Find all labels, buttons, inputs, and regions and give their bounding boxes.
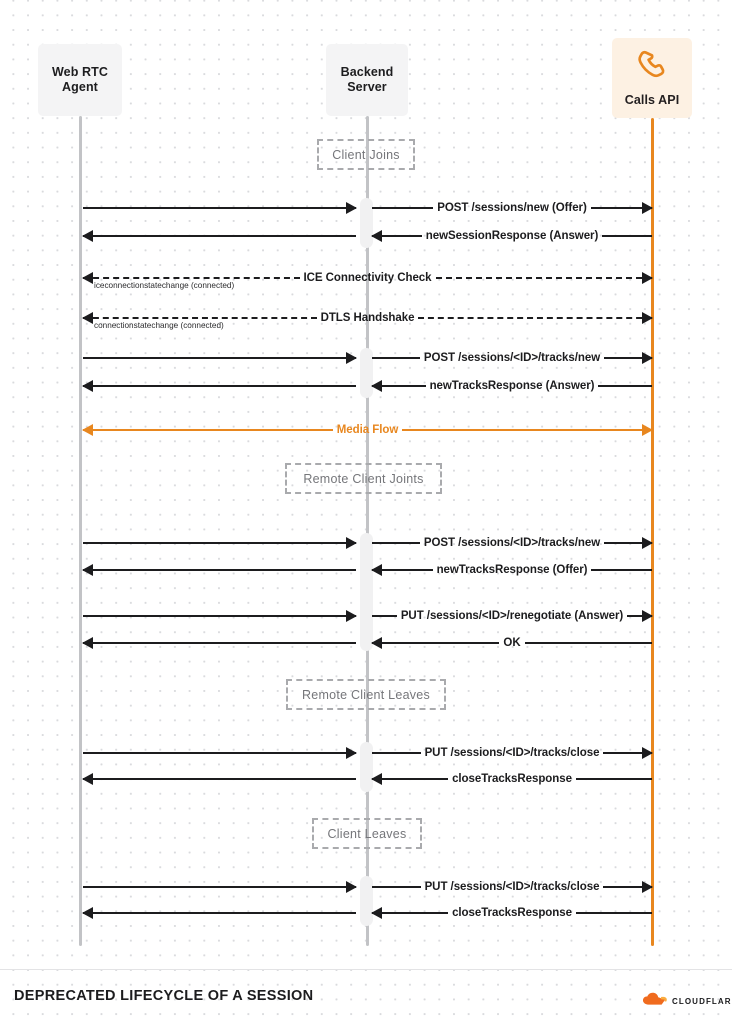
participant-web-rtc-agent: Web RTC Agent xyxy=(38,44,122,116)
participant-label: Backend Server xyxy=(340,65,394,94)
message-arrow: newTracksResponse (Answer) xyxy=(371,377,652,395)
activation-bar xyxy=(360,533,373,651)
message-label: PUT /sessions/<ID>/tracks/close xyxy=(424,747,600,759)
message-arrow xyxy=(82,770,356,788)
message-arrow: closeTracksResponse xyxy=(371,770,652,788)
message-label: PUT /sessions/<ID>/tracks/close xyxy=(424,881,600,893)
message-arrow xyxy=(83,534,357,552)
fragment-remote-client-joints: Remote Client Joints xyxy=(285,463,442,494)
message-arrow: POST /sessions/<ID>/tracks/new xyxy=(372,349,653,367)
message-label: newTracksResponse (Answer) xyxy=(429,380,595,392)
message-arrow: newSessionResponse (Answer) xyxy=(371,227,653,245)
participant-calls-api: Calls API xyxy=(612,38,692,118)
message-label: ICE Connectivity Check xyxy=(303,272,432,284)
message-arrow xyxy=(82,904,356,922)
fragment-label: Remote Client Leaves xyxy=(302,687,430,702)
message-label: DTLS Handshake xyxy=(320,312,415,324)
activation-bar xyxy=(360,348,373,398)
message-arrow xyxy=(82,377,356,395)
activation-bar xyxy=(360,876,373,926)
message-arrow xyxy=(83,744,357,762)
message-sub-note: connectionstatechange (connected) xyxy=(94,321,224,330)
message-sub-note: iceconnectionstatechange (connected) xyxy=(94,281,235,290)
activation-bar xyxy=(360,198,373,248)
message-arrow: POST /sessions/new (Offer) xyxy=(372,199,653,217)
message-label: newSessionResponse (Answer) xyxy=(425,230,599,242)
footer-divider xyxy=(0,969,732,970)
message-arrow xyxy=(82,561,356,579)
activation-bar xyxy=(360,742,373,792)
message-arrow xyxy=(83,878,357,896)
lifeline-backend-server xyxy=(366,116,369,946)
page-title: DEPRECATED LIFECYCLE OF A SESSION xyxy=(14,988,314,1004)
message-arrow: PUT /sessions/<ID>/renegotiate (Answer) xyxy=(372,607,653,625)
cloud-icon xyxy=(641,992,667,1010)
message-arrow: OK xyxy=(371,634,652,652)
message-arrow xyxy=(83,349,357,367)
fragment-client-leaves: Client Leaves xyxy=(312,818,422,849)
message-arrow: PUT /sessions/<ID>/tracks/close xyxy=(372,744,653,762)
brand-wordmark: CLOUDFLARE xyxy=(672,996,732,1006)
message-label: Media Flow xyxy=(336,424,399,436)
message-label: newTracksResponse (Offer) xyxy=(436,564,588,576)
message-arrow xyxy=(83,607,357,625)
message-label: closeTracksResponse xyxy=(452,773,572,785)
message-arrow: POST /sessions/<ID>/tracks/new xyxy=(372,534,653,552)
fragment-remote-client-leaves: Remote Client Leaves xyxy=(286,679,446,710)
participant-label: Calls API xyxy=(624,93,680,107)
message-label: POST /sessions/new (Offer) xyxy=(437,202,587,214)
message-arrow: newTracksResponse (Offer) xyxy=(371,561,653,579)
lifeline-calls-api xyxy=(651,118,654,946)
message-label: POST /sessions/<ID>/tracks/new xyxy=(423,537,601,549)
message-arrow: closeTracksResponse xyxy=(371,904,652,922)
message-label: POST /sessions/<ID>/tracks/new xyxy=(423,352,601,364)
lifeline-web-rtc-agent xyxy=(79,116,82,946)
fragment-client-joins: Client Joins xyxy=(317,139,415,170)
message-label: closeTracksResponse xyxy=(452,907,572,919)
participant-backend-server: Backend Server xyxy=(326,44,408,116)
phone-icon xyxy=(635,48,669,87)
fragment-label: Remote Client Joints xyxy=(303,471,424,486)
message-arrow xyxy=(82,227,356,245)
fragment-label: Client Leaves xyxy=(327,826,407,841)
message-arrow: DTLS Handshake xyxy=(82,309,653,327)
participant-label: Web RTC Agent xyxy=(51,65,109,94)
cloudflare-logo: CLOUDFLARE xyxy=(641,992,732,1010)
message-arrow xyxy=(82,634,356,652)
message-arrow xyxy=(83,199,357,217)
message-label: OK xyxy=(503,637,521,649)
message-arrow-media-flow: Media Flow xyxy=(82,421,653,439)
fragment-label: Client Joins xyxy=(332,147,400,162)
message-label: PUT /sessions/<ID>/renegotiate (Answer) xyxy=(400,610,624,622)
message-arrow: PUT /sessions/<ID>/tracks/close xyxy=(372,878,653,896)
message-arrow: ICE Connectivity Check xyxy=(82,269,653,287)
